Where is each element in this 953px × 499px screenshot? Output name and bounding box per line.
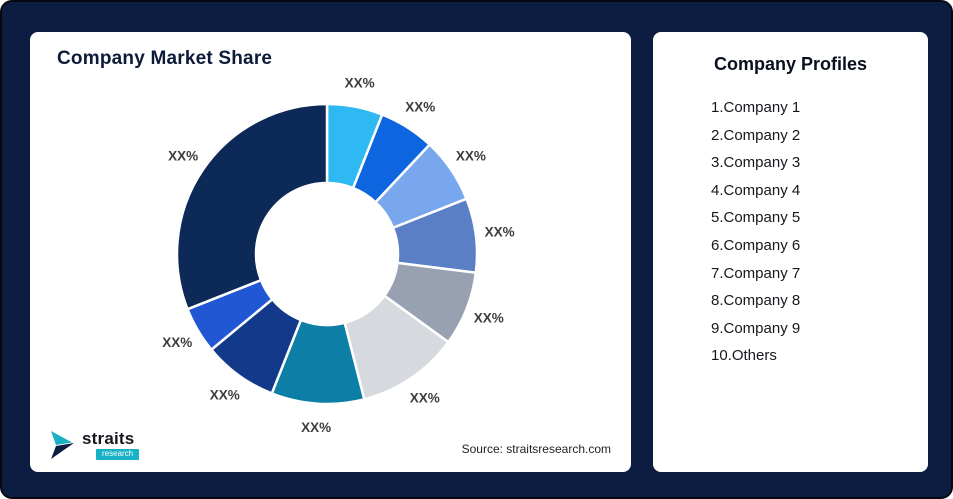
company-profiles-card: Company Profiles 1.Company 1 2.Company 2 3…: [653, 32, 928, 472]
profile-list-item: 10.Others: [711, 347, 777, 365]
logo-mark-icon: [51, 431, 74, 459]
logo-sub-badge: research: [96, 449, 140, 460]
profile-list-item: 9.Company 9: [711, 319, 801, 337]
slice-label: XX%: [162, 335, 192, 350]
slice-label: XX%: [474, 311, 504, 326]
slice-label: XX%: [210, 387, 240, 402]
profile-list-item: 7.Company 7: [711, 264, 801, 282]
slice-label: XX%: [405, 100, 435, 115]
profile-list-item: 8.Company 8: [711, 292, 801, 310]
profile-list-item: 1.Company 1: [711, 99, 801, 116]
profile-list-item: 6.Company 6: [711, 236, 801, 254]
slice-label: XX%: [301, 420, 331, 435]
slice-label: XX%: [485, 225, 515, 240]
profiles-list: 1.Company 1 2.Company 2 3.Company 3 4.Compa…: [711, 94, 800, 370]
chart-title: Company Market Share: [57, 48, 273, 69]
donut-slice: [175, 102, 329, 311]
profile-list-item: 5.Company 5: [711, 209, 801, 227]
logo-text: straits research: [82, 429, 140, 460]
source-text: Source: straitsresearch.com: [461, 442, 611, 456]
market-share-card: Company Market Share XX% XX% XX% XX% XX% XX% X…: [30, 32, 631, 472]
profile-list-item: 3.Company 3: [711, 154, 801, 172]
profile-list-item: 2.Company 2: [711, 126, 801, 144]
profiles-title: Company Profiles: [713, 54, 868, 74]
logo-main-text: straits: [82, 429, 135, 448]
donut-chart: XX% XX% XX% XX% XX% XX% XX% XX% XX% XX%: [162, 76, 515, 436]
slice-label: XX%: [168, 149, 198, 164]
slice-label: XX%: [456, 149, 486, 164]
profile-list-item: 4.Company 4: [711, 181, 801, 199]
slice-label: XX%: [410, 390, 440, 405]
straits-logo: straits research: [50, 429, 140, 460]
slice-label: XX%: [345, 76, 375, 91]
